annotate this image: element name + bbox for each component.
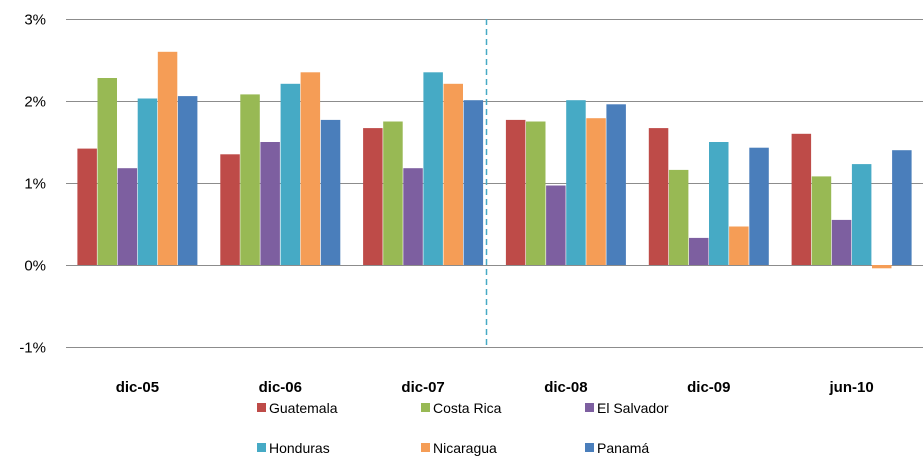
bar bbox=[97, 78, 117, 265]
bar bbox=[811, 176, 832, 265]
x-tick-label: dic-07 bbox=[401, 379, 444, 396]
bar bbox=[526, 121, 546, 265]
bar bbox=[137, 98, 158, 265]
bar bbox=[117, 168, 138, 265]
bar bbox=[505, 119, 526, 266]
bar bbox=[648, 128, 669, 265]
bar bbox=[791, 133, 812, 265]
bar bbox=[546, 185, 566, 265]
bar bbox=[831, 219, 852, 265]
legend-label: Panamá bbox=[597, 440, 649, 456]
bar bbox=[729, 226, 749, 265]
bar bbox=[157, 51, 178, 265]
bar bbox=[77, 148, 97, 265]
legend-swatch bbox=[421, 403, 430, 412]
y-tick-label: 2% bbox=[24, 94, 46, 111]
bar bbox=[280, 83, 301, 265]
x-tick-label: dic-09 bbox=[687, 379, 730, 396]
bar bbox=[240, 94, 260, 266]
x-tick-label: dic-08 bbox=[544, 379, 587, 396]
bar bbox=[177, 96, 198, 265]
legend-label: Nicaragua bbox=[433, 440, 497, 456]
y-tick-label: -1% bbox=[19, 340, 46, 357]
bars bbox=[77, 51, 912, 269]
bar bbox=[851, 164, 872, 265]
bar bbox=[423, 72, 443, 265]
x-tick-label: dic-06 bbox=[259, 379, 302, 396]
bar bbox=[260, 142, 280, 265]
legend-label: El Salvador bbox=[597, 400, 669, 416]
legend-swatch bbox=[585, 443, 594, 452]
bar bbox=[300, 72, 321, 265]
bar bbox=[586, 118, 606, 265]
legend-swatch bbox=[421, 443, 430, 452]
legend-swatch bbox=[257, 403, 266, 412]
bar bbox=[220, 154, 240, 265]
legend-label: Guatemala bbox=[269, 400, 338, 416]
bar bbox=[872, 265, 892, 269]
legend-swatch bbox=[257, 443, 266, 452]
legend: Guatemala Costa Rica El Salvador Honduras Ni… bbox=[257, 400, 669, 456]
gridlines bbox=[66, 19, 923, 348]
bar bbox=[320, 119, 341, 266]
y-tick-label: 0% bbox=[24, 258, 46, 275]
bar bbox=[443, 83, 463, 265]
legend-swatch bbox=[585, 403, 594, 412]
bar bbox=[463, 100, 484, 265]
bar bbox=[892, 150, 912, 265]
bar bbox=[566, 100, 586, 265]
axes: -1% 0% 1% 2% 3% dic-05 dic-06 dic-07 dic-08 dic-0… bbox=[19, 12, 873, 397]
y-tick-label: 1% bbox=[24, 176, 46, 193]
bar bbox=[749, 147, 769, 265]
legend-label: Costa Rica bbox=[433, 400, 502, 416]
bar bbox=[606, 104, 626, 265]
x-tick-label: jun-10 bbox=[829, 379, 874, 396]
bar bbox=[709, 142, 729, 265]
bar bbox=[363, 128, 383, 265]
bar bbox=[403, 168, 423, 265]
x-tick-label: dic-05 bbox=[116, 379, 159, 396]
legend-label: Honduras bbox=[269, 440, 330, 456]
bar bbox=[689, 237, 709, 265]
bar bbox=[668, 169, 689, 265]
bar bbox=[383, 121, 403, 265]
y-tick-label: 3% bbox=[24, 12, 46, 29]
